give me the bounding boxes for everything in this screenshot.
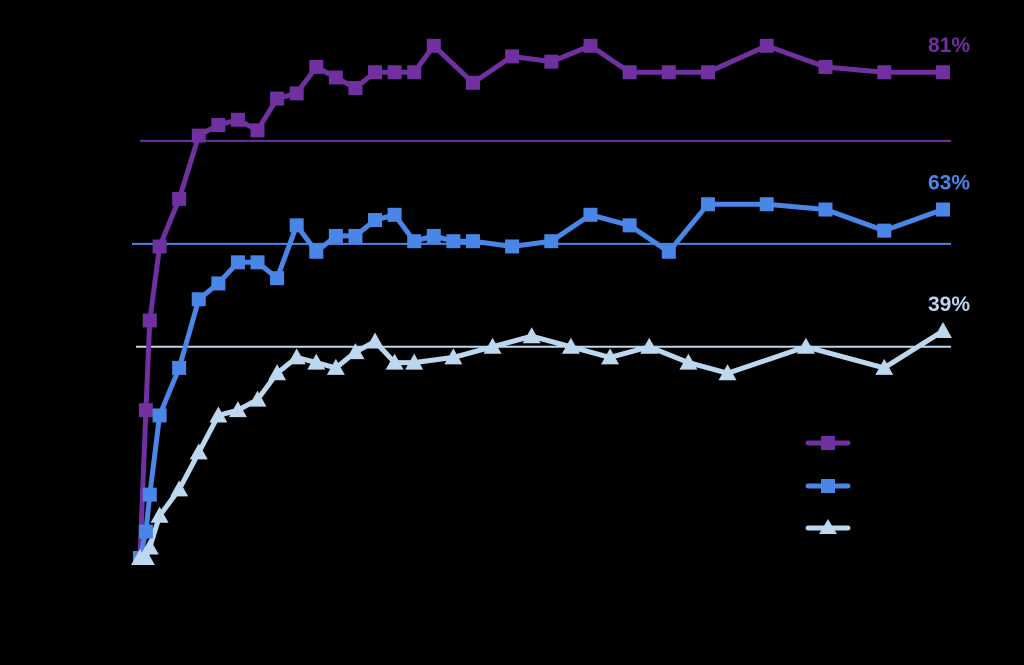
series-1-point (211, 118, 226, 133)
series-3-point (170, 480, 189, 497)
series-1-point (583, 38, 598, 53)
series-1-point (877, 65, 892, 80)
series-2-point (583, 207, 598, 222)
series-1-point (936, 65, 950, 80)
series-3-point (209, 406, 228, 423)
series-3-point (287, 348, 306, 365)
series-3-point (136, 549, 155, 565)
series-1-point (818, 59, 833, 74)
series-3-end-label: 39% (928, 293, 970, 316)
series-3-point (796, 337, 815, 354)
series-3-point (522, 327, 541, 344)
series-2-point (544, 234, 559, 249)
series-1-point (172, 191, 187, 206)
series-2-point (348, 228, 363, 243)
series-2-point (818, 202, 833, 217)
series-3-point (140, 538, 159, 555)
series-markers (131, 38, 952, 565)
series-2-point (270, 271, 285, 286)
series-2-point (289, 218, 304, 233)
series-3-point (934, 321, 952, 338)
series-1-point (348, 81, 363, 96)
series-3-point (875, 358, 894, 375)
series-3-point (405, 353, 424, 370)
series-1-point (152, 239, 167, 254)
series-1-point (505, 49, 520, 64)
series-3-point (385, 353, 404, 370)
series-3-point (248, 390, 267, 407)
series-2-point (211, 276, 226, 291)
series-2-point (426, 228, 441, 243)
series-2-end-label: 63% (928, 172, 970, 195)
series-3-point (483, 337, 502, 354)
series-line-3 (137, 328, 946, 561)
series-3-point (366, 332, 385, 349)
series-1-point (230, 112, 245, 127)
series-2-point (328, 228, 343, 243)
end-labels: 81% 63% 39% (928, 34, 970, 316)
series-2-point (368, 213, 383, 228)
series-2-point (759, 197, 774, 212)
series-3-point (326, 358, 345, 375)
legend-swatch-marker-3 (819, 519, 837, 534)
series-1-point (544, 54, 559, 69)
series-2-point (622, 218, 637, 233)
series-1-point (426, 38, 441, 53)
series-1-point (387, 65, 402, 80)
series-3-point (601, 348, 620, 365)
series-2-point (446, 234, 461, 249)
series-3-point (228, 401, 247, 418)
series-2-point (138, 524, 153, 539)
series-3-point (561, 337, 580, 354)
series-2-point (505, 239, 520, 254)
series-2-point (152, 408, 167, 423)
series-1-point (661, 65, 676, 80)
series-3-point (444, 348, 463, 365)
series-2-point (230, 255, 245, 270)
series-3-point (307, 353, 326, 370)
series-2-point (700, 197, 715, 212)
series-2-point (877, 223, 892, 238)
series-3-point (268, 364, 287, 381)
series-2-point (465, 234, 480, 249)
series-1-point (622, 65, 637, 80)
series-2-point (407, 234, 422, 249)
series-1-point (368, 65, 383, 80)
series-1-point (191, 128, 206, 143)
series-2-point (191, 292, 206, 307)
series-3-point (718, 364, 737, 381)
series-1-point (407, 65, 422, 80)
series-1-point (250, 123, 265, 138)
series-2-point (309, 244, 324, 259)
series-2-point (661, 244, 676, 259)
series-2-point (936, 202, 950, 217)
series-1-point (309, 59, 324, 74)
series-2-point (142, 487, 157, 502)
series-1-point (138, 403, 153, 418)
series-3-point (189, 443, 208, 460)
series-2-point (250, 255, 265, 270)
series-1-point (289, 86, 304, 101)
series-1-end-label: 81% (928, 34, 970, 57)
series-1-point (328, 70, 343, 85)
series-2-point (387, 207, 402, 222)
series-1-point (700, 65, 715, 80)
legend (805, 436, 851, 534)
series-3-point (346, 343, 365, 360)
series-2-point (172, 360, 187, 375)
legend-swatch-marker-2 (821, 479, 835, 493)
series-3-point (150, 506, 169, 523)
series-1-point (270, 91, 285, 106)
series-1-point (759, 38, 774, 53)
series-1-point (465, 75, 480, 90)
series-3-point (640, 337, 659, 354)
legend-swatch-marker-1 (821, 436, 835, 450)
series-1-point (142, 313, 157, 328)
series-3-point (679, 353, 698, 370)
series-line-2 (137, 201, 946, 561)
